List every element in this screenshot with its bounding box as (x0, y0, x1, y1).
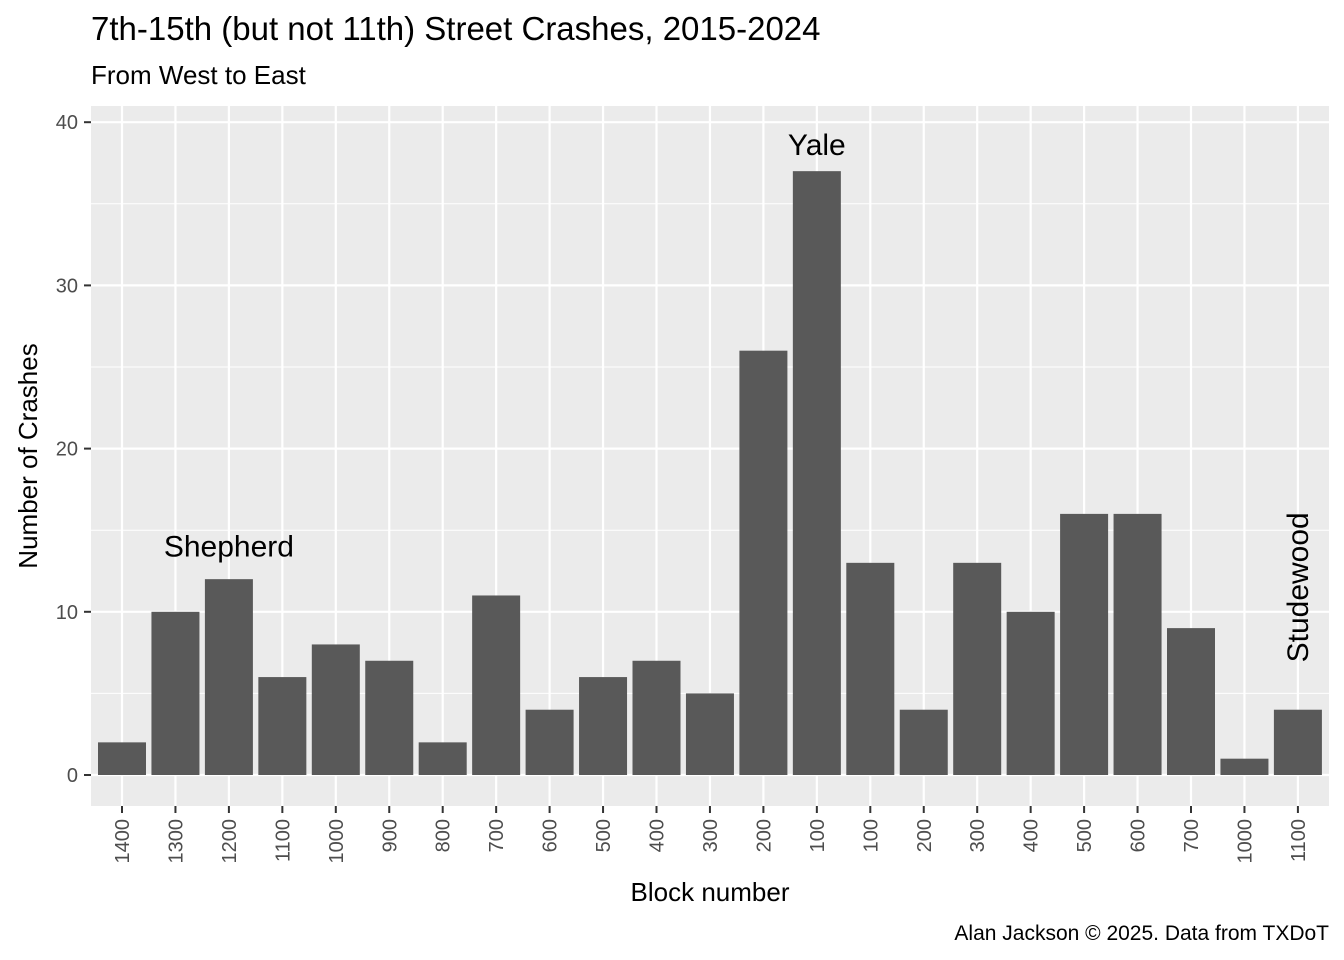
bar (365, 660, 414, 775)
y-tick-label: 40 (56, 112, 78, 134)
x-tick-label: 1100 (1288, 819, 1310, 862)
bar (579, 677, 628, 775)
x-tick-label: 200 (914, 819, 936, 852)
bar (258, 677, 307, 775)
bar (739, 350, 788, 775)
x-tick-label: 400 (1021, 819, 1043, 852)
bar (846, 562, 895, 775)
x-axis-title: Block number (631, 877, 790, 907)
bar (1006, 611, 1055, 775)
bar (899, 709, 948, 775)
bar (418, 742, 467, 775)
bar (632, 660, 681, 775)
bar (953, 562, 1002, 775)
bar (525, 709, 574, 775)
annotation-label: Yale (788, 129, 846, 162)
x-tick-label: 400 (647, 819, 669, 852)
x-tick-label: 700 (1181, 819, 1203, 852)
x-tick-label: 200 (753, 819, 775, 852)
x-tick-label: 300 (967, 819, 989, 852)
bar (685, 693, 734, 775)
x-tick-label: 600 (1128, 819, 1150, 852)
x-tick-label: 1300 (165, 819, 187, 864)
x-tick-label: 1000 (326, 819, 348, 864)
chart-title: 7th-15th (but not 11th) Street Crashes, … (91, 10, 821, 47)
x-tick-label: 800 (433, 819, 455, 852)
x-tick-label: 600 (540, 819, 562, 852)
x-tick-label: 300 (700, 819, 722, 852)
bar (311, 644, 360, 775)
y-tick-label: 20 (56, 439, 78, 461)
y-tick-label: 0 (67, 765, 78, 787)
x-tick-label: 700 (486, 819, 508, 852)
chart-subtitle: From West to East (91, 60, 307, 90)
bar (1060, 513, 1109, 775)
x-axis: 1400 1300 1200 1100 1000 900 800 700 600 500 400 30… (112, 806, 1310, 864)
x-tick-label: 100 (860, 819, 882, 852)
y-tick-label: 10 (56, 602, 78, 624)
bar (792, 171, 841, 775)
bar (204, 579, 253, 775)
chart-caption: Alan Jackson © 2025. Data from TXDoT (954, 922, 1329, 945)
x-tick-label: 100 (807, 819, 829, 852)
bar (472, 595, 521, 775)
bar (98, 742, 146, 775)
y-tick-label: 30 (56, 275, 78, 297)
x-tick-label: 1200 (219, 819, 241, 864)
bars (98, 171, 1322, 775)
bar (1220, 758, 1269, 775)
bar (1113, 513, 1162, 775)
x-tick-label: 500 (593, 819, 615, 852)
y-axis: 0 10 20 30 40 (56, 112, 91, 787)
x-tick-label: 1400 (112, 819, 134, 864)
annotations: Shepherd Yale Studewood (164, 129, 1315, 663)
x-tick-label: 900 (379, 819, 401, 852)
bar (151, 611, 200, 775)
annotation-label: Studewood (1282, 512, 1315, 662)
x-tick-label: 1100 (272, 819, 294, 862)
bar (1273, 709, 1322, 775)
x-tick-label: 1000 (1234, 819, 1256, 864)
annotation-label: Shepherd (164, 530, 294, 563)
bar (1167, 628, 1215, 775)
x-tick-label: 500 (1074, 819, 1096, 852)
y-axis-title: Number of Crashes (13, 343, 43, 568)
